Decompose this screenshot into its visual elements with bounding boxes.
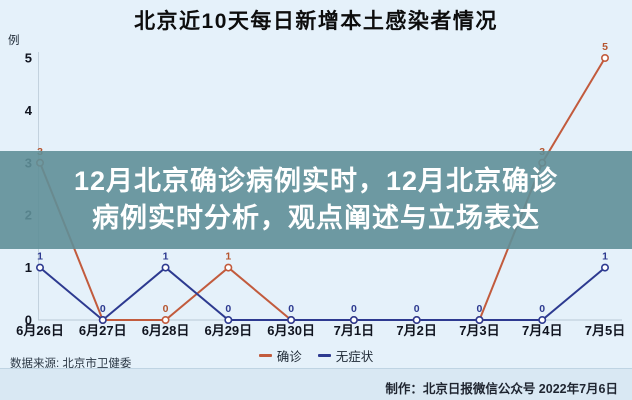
overlay-text-line1: 12月北京确诊病例实时，12月北京确诊 — [73, 166, 559, 196]
svg-text:1: 1 — [163, 251, 169, 263]
svg-text:0: 0 — [477, 303, 483, 315]
svg-text:1: 1 — [25, 260, 32, 275]
asymptomatic-series-dash-icon — [317, 354, 331, 357]
legend-item-asymptomatic: 无症状 — [317, 346, 374, 365]
svg-text:0: 0 — [414, 303, 420, 315]
svg-text:例: 例 — [8, 33, 20, 47]
legend-label-asymptomatic: 无症状 — [335, 350, 374, 364]
svg-text:6月29日: 6月29日 — [204, 323, 252, 338]
legend-item-confirmed: 确诊 — [258, 346, 302, 365]
svg-text:0: 0 — [351, 303, 357, 315]
svg-text:7月3日: 7月3日 — [459, 323, 499, 338]
svg-text:7月2日: 7月2日 — [396, 323, 436, 338]
svg-text:0: 0 — [25, 313, 32, 328]
svg-text:1: 1 — [37, 251, 43, 263]
svg-text:0: 0 — [539, 303, 545, 315]
svg-text:4: 4 — [25, 103, 33, 118]
overlay-text-line2: 病例实时分析，观点阐述与立场表达 — [92, 203, 540, 233]
svg-text:1: 1 — [602, 251, 608, 263]
svg-text:6月27日: 6月27日 — [79, 323, 127, 338]
credit-note: 制作：北京日报微信公众号 2022年7月6日 — [385, 382, 618, 396]
legend-label-confirmed: 确诊 — [276, 350, 302, 364]
svg-text:6月26日: 6月26日 — [16, 323, 64, 338]
data-source-note: 数据来源: 北京市卫健委 — [10, 358, 132, 370]
svg-text:5: 5 — [25, 51, 32, 66]
svg-text:1: 1 — [225, 251, 231, 263]
svg-text:7月1日: 7月1日 — [334, 323, 374, 338]
chart-title: 北京近10天每日新增本土感染者情况 — [134, 10, 498, 33]
footer-band: 制作：北京日报微信公众号 2022年7月6日 — [0, 368, 632, 400]
svg-text:0: 0 — [288, 303, 294, 315]
confirmed-series-dash-icon — [258, 354, 272, 357]
svg-text:6月28日: 6月28日 — [142, 323, 190, 338]
svg-text:6月30日: 6月30日 — [267, 323, 315, 338]
overlay-banner: 12月北京确诊病例实时，12月北京确诊 病例实时分析，观点阐述与立场表达 — [0, 151, 632, 249]
chart-legend: 确诊 无症状 — [0, 346, 632, 365]
svg-text:7月4日: 7月4日 — [522, 323, 562, 338]
svg-text:0: 0 — [100, 303, 106, 315]
svg-text:7月5日: 7月5日 — [585, 323, 625, 338]
svg-text:5: 5 — [602, 41, 608, 53]
svg-text:0: 0 — [163, 303, 169, 315]
svg-text:0: 0 — [225, 303, 231, 315]
